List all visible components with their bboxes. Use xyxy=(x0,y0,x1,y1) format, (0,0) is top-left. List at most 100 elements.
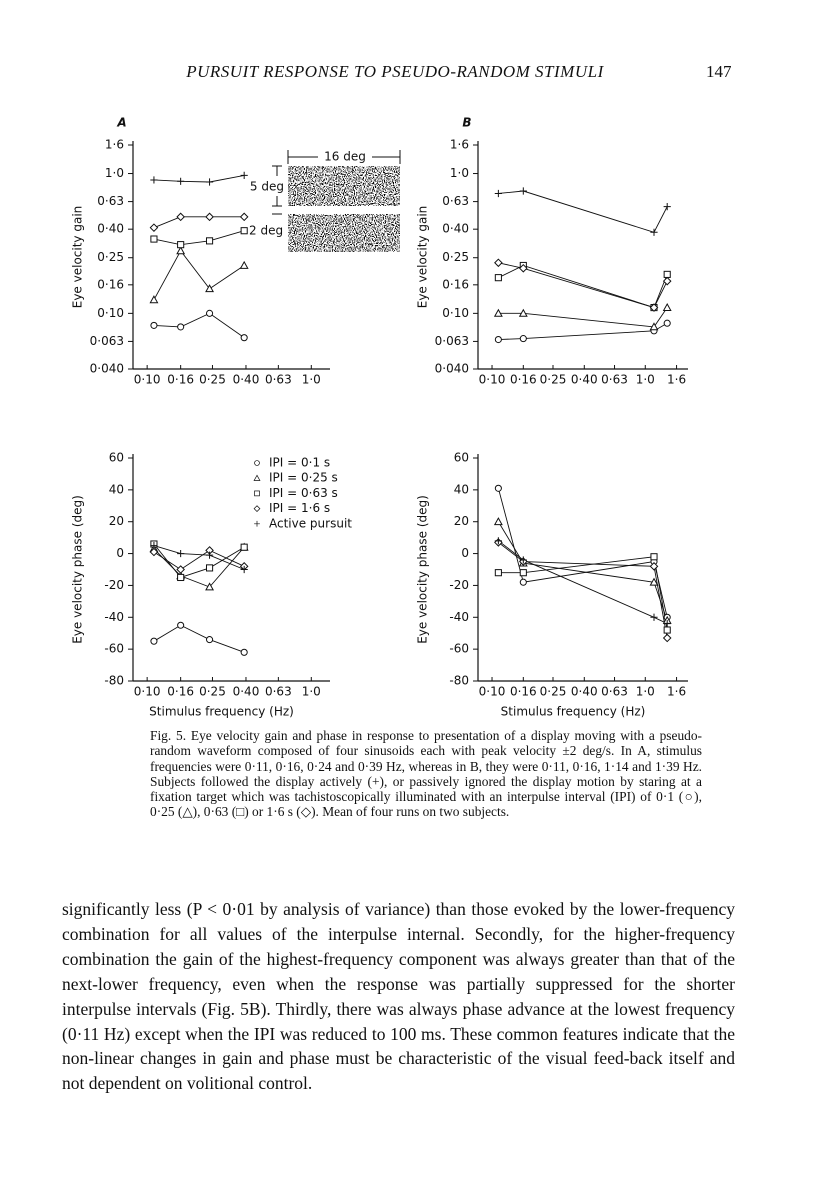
series-line xyxy=(498,542,668,639)
legend-label: IPI = 1·6 s xyxy=(269,501,330,515)
marker-plus xyxy=(177,177,185,185)
y-tick-label: -20 xyxy=(104,578,124,592)
marker-plus xyxy=(650,228,658,236)
x-tick-label: 1·0 xyxy=(636,373,655,387)
x-axis-label: Stimulus frequency (Hz) xyxy=(149,705,294,719)
y-tick-label: -60 xyxy=(449,642,469,656)
series-line xyxy=(498,264,668,309)
series-line xyxy=(498,322,668,340)
marker-diamond xyxy=(253,505,261,512)
inset-height-label: 5 deg xyxy=(250,180,284,194)
marker-triangle xyxy=(518,308,528,317)
x-tick-label: 0·10 xyxy=(479,685,506,699)
legend-label: IPI = 0·63 s xyxy=(269,486,338,500)
marker-triangle xyxy=(493,308,503,317)
y-axis-label: Eye velocity gain xyxy=(416,206,430,309)
x-tick-label: 0·16 xyxy=(167,373,194,387)
y-tick-label: -20 xyxy=(449,578,469,592)
y-tick-label: -40 xyxy=(449,610,469,624)
y-tick-label: 0·063 xyxy=(90,334,124,348)
y-tick-label: -60 xyxy=(104,642,124,656)
marker-plus xyxy=(240,171,248,179)
y-tick-label: 0·40 xyxy=(97,222,124,236)
marker-square xyxy=(254,490,260,497)
marker-plus xyxy=(519,187,527,195)
chart: 1·61·00·630·400·250·160·100·0630·0400·10… xyxy=(416,116,688,387)
marker-triangle xyxy=(239,260,249,269)
marker-plus xyxy=(150,176,158,184)
y-tick-label: -80 xyxy=(449,674,469,688)
inset-width-label: 16 deg xyxy=(324,150,366,164)
marker-square xyxy=(150,235,158,243)
x-tick-label: 0·40 xyxy=(571,685,598,699)
y-tick-label: 1·0 xyxy=(450,166,469,180)
chart: 1·61·00·630·400·250·160·100·0630·0400·10… xyxy=(71,116,330,387)
x-tick-label: 0·63 xyxy=(265,373,292,387)
marker-square xyxy=(519,569,527,577)
marker-circle xyxy=(177,621,185,629)
panel-letter: A xyxy=(116,116,126,130)
marker-plus xyxy=(494,189,502,198)
y-tick-label: 0·63 xyxy=(442,194,469,208)
marker-plus xyxy=(519,556,527,564)
marker-square xyxy=(177,573,185,582)
marker-diamond xyxy=(239,212,249,222)
y-tick-label: 0·040 xyxy=(435,362,469,376)
x-tick-label: 0·63 xyxy=(601,373,628,387)
y-tick-label: 0 xyxy=(116,546,124,560)
x-tick-label: 0·63 xyxy=(601,685,628,699)
marker-circle xyxy=(150,321,158,329)
marker-triangle xyxy=(176,246,186,255)
marker-triangle xyxy=(662,302,672,311)
series-line xyxy=(498,556,668,631)
y-tick-label: 0·63 xyxy=(97,194,124,208)
series-line xyxy=(153,624,245,653)
x-tick-label: 1·0 xyxy=(302,373,321,387)
marker-plus xyxy=(150,542,158,550)
series-line xyxy=(498,262,668,309)
y-tick-label: 1·6 xyxy=(105,138,124,152)
marker-square xyxy=(240,227,248,235)
figure-caption: Fig. 5. Eye velocity gain and phase in r… xyxy=(150,728,702,820)
y-tick-label: 0·063 xyxy=(435,334,469,348)
x-tick-label: 0·25 xyxy=(199,685,226,699)
marker-square xyxy=(663,270,671,278)
marker-plus xyxy=(494,537,502,545)
series-line xyxy=(153,216,245,229)
y-tick-label: 0·040 xyxy=(90,362,124,376)
x-tick-label: 0·25 xyxy=(199,373,226,387)
marker-plus xyxy=(650,613,658,621)
marker-square xyxy=(494,569,502,577)
body-text: significantly less (P < 0·01 by analysis… xyxy=(62,899,735,1094)
y-tick-label: 20 xyxy=(109,514,124,528)
series-line xyxy=(498,540,668,625)
marker-circle xyxy=(494,484,502,492)
marker-plus xyxy=(205,551,214,559)
series-line xyxy=(498,307,668,328)
marker-diamond xyxy=(649,303,659,312)
stimulus-inset: 16 deg 5 deg 2 deg xyxy=(249,150,401,252)
x-tick-label: 0·10 xyxy=(134,685,161,699)
marker-square xyxy=(205,237,214,245)
marker-circle xyxy=(663,319,671,327)
x-tick-label: 0·10 xyxy=(134,373,161,387)
x-tick-label: 0·25 xyxy=(540,685,567,699)
x-tick-label: 0·16 xyxy=(510,373,537,387)
marker-circle xyxy=(240,334,248,342)
y-tick-label: 0 xyxy=(461,546,469,560)
series-line xyxy=(153,546,245,588)
series-line xyxy=(497,488,668,618)
y-axis-label: Eye velocity phase (deg) xyxy=(71,495,85,644)
marker-diamond xyxy=(149,547,159,557)
figure: 16 deg 5 deg 2 deg 1·61·00·630·400·250·1… xyxy=(71,116,688,719)
y-tick-label: -80 xyxy=(104,674,124,688)
marker-square xyxy=(494,274,502,282)
panel-letter: B xyxy=(462,116,471,130)
marker-circle xyxy=(205,636,214,644)
legend-label: Active pursuit xyxy=(269,516,352,530)
marker-triangle xyxy=(205,284,215,293)
marker-diamond xyxy=(205,212,214,222)
x-tick-label: 0·25 xyxy=(540,373,567,387)
